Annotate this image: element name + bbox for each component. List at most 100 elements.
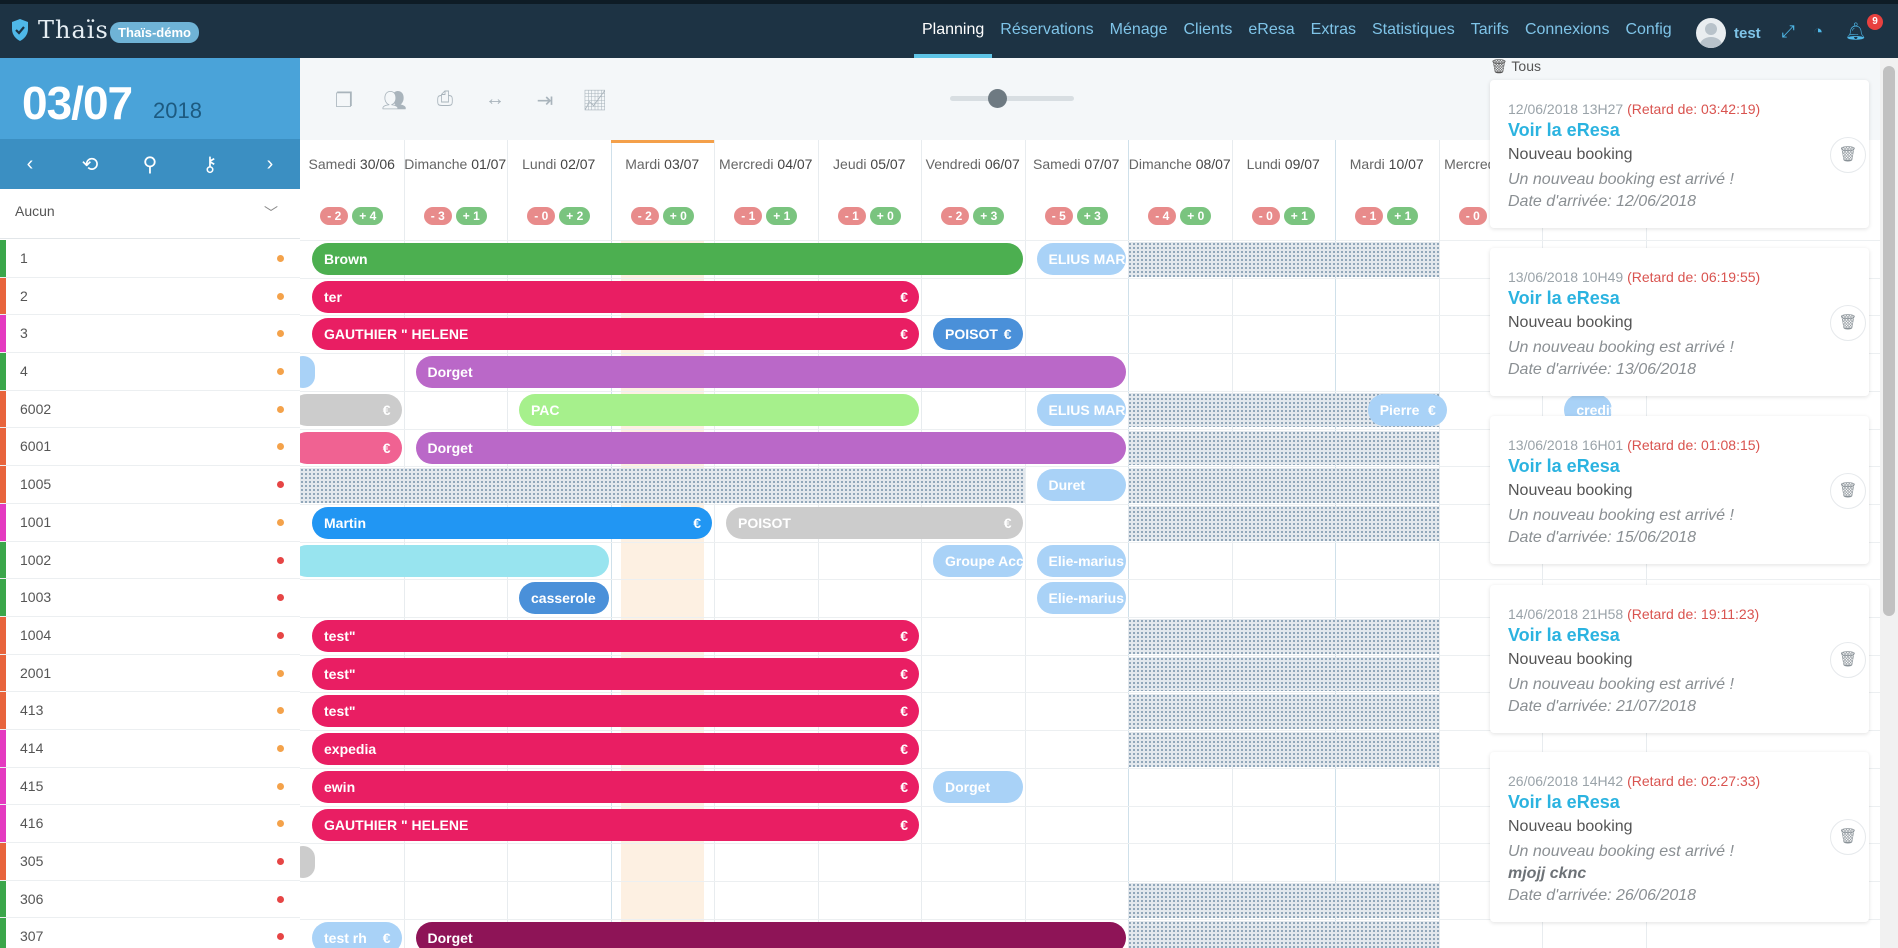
booking-bar[interactable]: € — [300, 393, 402, 426]
fullscreen-icon[interactable]: ⤢ — [1781, 22, 1795, 41]
room-row[interactable]: 415 — [0, 767, 300, 806]
booking-bar[interactable]: Dorget — [415, 431, 1126, 464]
room-row[interactable]: 413 — [0, 692, 300, 730]
nav-item[interactable]: Connexions — [1524, 21, 1610, 38]
room-row[interactable]: 2 — [0, 277, 300, 316]
room-row[interactable]: 416 — [0, 805, 300, 843]
delete-notification-trash-icon[interactable]: 🗑︎ — [1830, 473, 1866, 509]
expand-horizontal-icon[interactable]: ↔ — [485, 88, 505, 110]
booking-bar[interactable]: Groupe Accord — [933, 544, 1023, 577]
delete-notification-trash-icon[interactable]: 🗑︎ — [1830, 819, 1866, 855]
nav-item[interactable]: Statistiques — [1371, 21, 1455, 38]
day-header[interactable]: Vendredi 06/07 — [921, 140, 1025, 240]
demo-badge[interactable]: Thaïs-démo — [110, 22, 199, 43]
booking-bar[interactable]: ELIUS MARIUS — [1036, 393, 1126, 426]
room-row[interactable]: 2001 — [0, 654, 300, 693]
booking-bar[interactable]: test" € — [312, 657, 919, 690]
room-row[interactable]: 307 — [0, 918, 300, 948]
location-pin-icon[interactable]: ⚲ — [142, 153, 158, 176]
day-header[interactable]: Jeudi 05/07 — [818, 140, 922, 240]
view-eresa-link[interactable]: Voir la eResa — [1508, 120, 1620, 140]
compress-horizontal-icon[interactable]: ⇥ — [536, 90, 554, 112]
booking-bar[interactable]: Duret — [1036, 469, 1126, 502]
room-row[interactable]: 4 — [0, 353, 300, 391]
key-icon[interactable]: ⚷ — [202, 153, 218, 176]
booking-bar[interactable]: test" € — [312, 620, 919, 652]
booking-bar[interactable]: Dorget — [933, 770, 1023, 803]
room-filter-select[interactable]: Aucun ﹀ — [0, 189, 300, 239]
next-icon[interactable]: › — [266, 152, 274, 175]
booking-bar[interactable]: Elie-marius — [1036, 544, 1126, 577]
view-eresa-link[interactable]: Voir la eResa — [1508, 625, 1620, 645]
zoom-slider-handle[interactable] — [988, 89, 1007, 108]
booking-bar[interactable]: test rh € — [312, 921, 402, 948]
booking-bar[interactable]: POISOT € — [933, 318, 1023, 351]
room-row[interactable]: 3 — [0, 315, 300, 354]
nav-item[interactable]: Config — [1625, 21, 1672, 38]
day-header[interactable]: Mercredi 04/07 — [714, 140, 818, 240]
scrollbar-thumb[interactable] — [1883, 66, 1895, 616]
view-eresa-link[interactable]: Voir la eResa — [1508, 456, 1620, 476]
room-row[interactable]: 1001 — [0, 503, 300, 542]
delete-notification-trash-icon[interactable]: 🗑︎ — [1830, 305, 1866, 341]
day-header[interactable]: Dimanche 08/07 — [1128, 140, 1232, 240]
copy-icon[interactable]: ❐ — [335, 90, 353, 112]
nav-item[interactable]: Planning — [914, 4, 993, 58]
view-eresa-link[interactable]: Voir la eResa — [1508, 792, 1620, 812]
delete-notification-trash-icon[interactable]: 🗑︎ — [1830, 642, 1866, 678]
bell-icon[interactable]: 🔔︎ — [1845, 22, 1867, 41]
nav-item[interactable]: eResa — [1248, 21, 1295, 38]
nav-item[interactable]: Ménage — [1109, 21, 1168, 38]
room-row[interactable]: 1004 — [0, 616, 300, 655]
booking-bar[interactable]: GAUTHIER " HELENE € — [312, 808, 919, 841]
day-header[interactable]: Samedi 07/07 — [1025, 140, 1129, 240]
booking-bar[interactable] — [300, 544, 609, 577]
booking-bar[interactable]: casserole — [519, 582, 609, 615]
booking-bar[interactable]: Elie-marius — [1036, 582, 1126, 615]
chart-icon[interactable]: 📈︎ — [582, 90, 608, 112]
booking-bar[interactable]: Pierre € — [1367, 393, 1447, 426]
room-row[interactable]: 305 — [0, 843, 300, 881]
nav-item[interactable]: Extras — [1310, 21, 1356, 38]
pie-chart-icon[interactable]: ◔ — [1812, 22, 1824, 41]
booking-bar[interactable]: ELIUS MARIUS — [1036, 243, 1126, 275]
room-row[interactable]: 1 — [0, 240, 300, 278]
booking-bar[interactable]: ewin € — [312, 770, 919, 803]
room-row[interactable]: 1003 — [0, 579, 300, 617]
user-menu[interactable]: test — [1696, 18, 1761, 48]
room-row[interactable]: 1002 — [0, 541, 300, 580]
booking-bar[interactable] — [300, 356, 316, 389]
booking-bar[interactable]: expedia € — [312, 733, 919, 766]
print-icon[interactable]: ⎙ — [437, 88, 453, 110]
logo[interactable]: Thaïs — [10, 16, 109, 44]
room-row[interactable]: 1005 — [0, 466, 300, 504]
day-header[interactable]: Mardi 10/07 — [1335, 140, 1439, 240]
booking-bar[interactable]: PAC — [519, 393, 919, 426]
room-row[interactable]: 414 — [0, 729, 300, 768]
previous-icon[interactable]: ‹ — [26, 152, 34, 175]
day-header[interactable]: Dimanche 01/07 — [404, 140, 508, 240]
zoom-slider[interactable] — [950, 89, 1074, 108]
refresh-icon[interactable]: ⟲ — [81, 153, 99, 176]
add-guest-icon[interactable]: 👥︎ — [381, 90, 407, 112]
booking-bar[interactable]: POISOT € — [726, 506, 1023, 539]
nav-item[interactable]: Réservations — [1000, 21, 1094, 38]
booking-bar[interactable] — [300, 846, 316, 879]
booking-bar[interactable]: € — [300, 431, 402, 464]
booking-bar[interactable]: Dorget — [415, 921, 1126, 948]
day-header[interactable]: Samedi 30/06 — [300, 140, 404, 240]
booking-bar[interactable]: test" € — [312, 695, 919, 728]
booking-bar[interactable]: Martin € — [312, 506, 712, 539]
booking-bar[interactable]: Dorget — [415, 356, 1126, 389]
view-eresa-link[interactable]: Voir la eResa — [1508, 288, 1620, 308]
room-row[interactable]: 6001 — [0, 428, 300, 467]
day-header[interactable]: Lundi 02/07 — [507, 140, 611, 240]
nav-item[interactable]: Tarifs — [1470, 21, 1509, 38]
day-header[interactable]: Mardi 03/07 — [610, 140, 714, 240]
notifications-filter[interactable]: 🗑︎ Tous — [1490, 58, 1541, 75]
room-row[interactable]: 306 — [0, 880, 300, 919]
delete-notification-trash-icon[interactable]: 🗑︎ — [1830, 137, 1866, 173]
booking-bar[interactable]: ter € — [312, 280, 919, 313]
room-row[interactable]: 6002 — [0, 390, 300, 429]
booking-bar[interactable]: GAUTHIER " HELENE € — [312, 318, 919, 351]
